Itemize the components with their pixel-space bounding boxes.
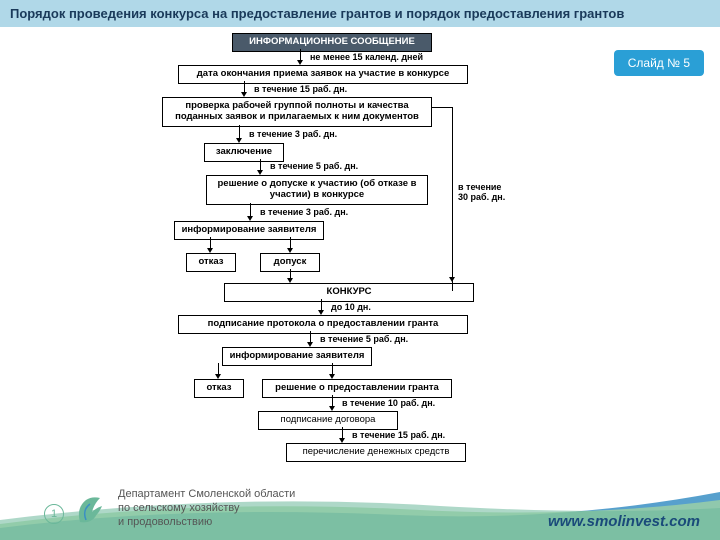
- edge-label-4: в течение 5 раб. дн.: [270, 161, 358, 171]
- edge-label-2: в течение 15 раб. дн.: [254, 84, 347, 94]
- edge-label-9: в течение 15 раб. дн.: [352, 430, 445, 440]
- node-conclusion: заключение: [204, 143, 284, 162]
- footer: Департамент Смоленской области по сельск…: [0, 478, 720, 540]
- edge-label-1: не менее 15 календ. дней: [310, 52, 423, 62]
- node-deadline: дата окончания приема заявок на участие …: [178, 65, 468, 84]
- node-refuse1: отказ: [186, 253, 236, 272]
- edge-label-side: в течение 30 раб. дн.: [458, 182, 505, 202]
- node-decision-admit: решение о допуске к участию (об отказе в…: [206, 175, 428, 205]
- node-contract: подписание договора: [258, 411, 398, 430]
- dept-name: Департамент Смоленской области по сельск…: [118, 488, 295, 529]
- node-protocol: подписание протокола о предоставлении гр…: [178, 315, 468, 334]
- node-check: проверка рабочей группой полноты и качес…: [162, 97, 432, 127]
- edge-label-7: в течение 5 раб. дн.: [320, 334, 408, 344]
- edge-label-8: в течение 10 раб. дн.: [342, 398, 435, 408]
- edge-label-6: до 10 дн.: [331, 302, 371, 312]
- flowchart: ИНФОРМАЦИОННОЕ СООБЩЕНИЕ дата окончания …: [0, 27, 720, 467]
- edge-label-3: в течение 3 раб. дн.: [249, 129, 337, 139]
- node-contest: КОНКУРС: [224, 283, 474, 302]
- node-grant-decision: решение о предоставлении гранта: [262, 379, 452, 398]
- node-info-message: ИНФОРМАЦИОННОЕ СООБЩЕНИЕ: [232, 33, 432, 52]
- node-inform1: информирование заявителя: [174, 221, 324, 240]
- edge-label-5: в течение 3 раб. дн.: [260, 207, 348, 217]
- node-inform2: информирование заявителя: [222, 347, 372, 366]
- url-text: www.smolinvest.com: [548, 513, 700, 530]
- node-refuse2: отказ: [194, 379, 244, 398]
- node-transfer: перечисление денежных средств: [286, 443, 466, 462]
- page-title: Порядок проведения конкурса на предостав…: [0, 0, 720, 27]
